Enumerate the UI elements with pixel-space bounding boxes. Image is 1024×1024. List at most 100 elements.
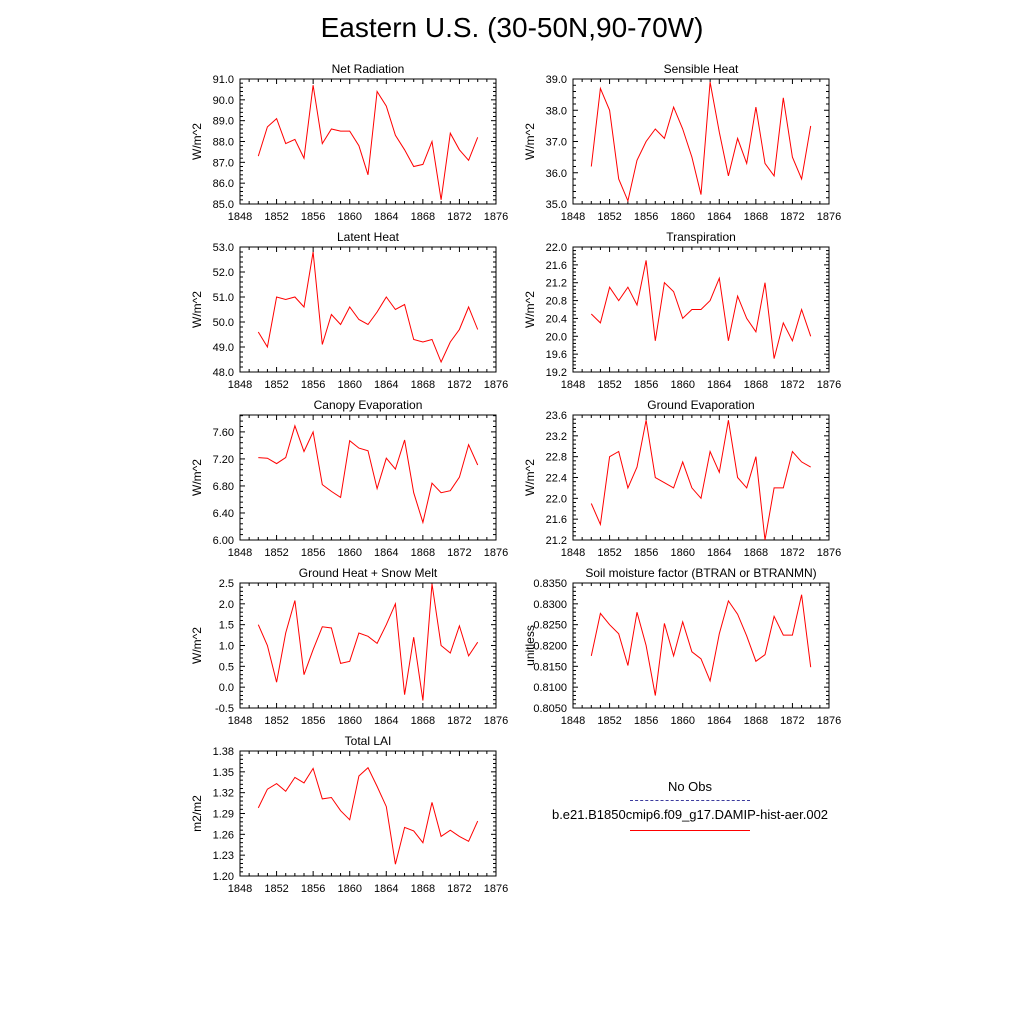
- x-tick-label: 1848: [561, 379, 585, 391]
- y-tick-label: 19.2: [546, 367, 567, 379]
- legend-obs-label: No Obs: [667, 779, 713, 794]
- x-tick-label: 1864: [374, 883, 398, 895]
- x-tick-label: 1868: [744, 211, 768, 223]
- x-tick-label: 1848: [228, 715, 252, 727]
- chart-panel-5: Ground Evaporation W/m^2 1848 1852 1856 1860 1…: [523, 398, 841, 559]
- y-tick-label: 0.8100: [533, 682, 567, 694]
- y-tick-label: 0.8300: [533, 599, 567, 611]
- y-tick-label: 1.26: [213, 829, 234, 841]
- x-tick-label: 1868: [411, 379, 435, 391]
- y-tick-label: 1.20: [213, 871, 234, 883]
- y-tick-label: 49.0: [213, 342, 234, 354]
- x-tick-label: 1864: [707, 715, 731, 727]
- x-tick-label: 1852: [264, 547, 288, 559]
- y-tick-label: 7.20: [213, 454, 234, 466]
- x-tick-label: 1872: [447, 715, 471, 727]
- y-tick-label: 21.6: [546, 514, 567, 526]
- x-tick-label: 1860: [670, 715, 694, 727]
- y-axis-label: W/m^2: [190, 123, 204, 160]
- y-tick-label: 0.8250: [533, 620, 567, 632]
- series-line: [257, 766, 479, 865]
- series-line: [257, 583, 479, 701]
- chart-title: Ground Evaporation: [647, 398, 754, 412]
- x-tick-label: 1864: [374, 211, 398, 223]
- legend-model-line: [630, 830, 750, 831]
- x-tick-label: 1848: [561, 715, 585, 727]
- y-tick-label: 0.8050: [533, 703, 567, 715]
- series-line: [258, 424, 479, 525]
- chart-panel-1: Sensible Heat W/m^2 1848 1852 1856 1860 1864 18…: [523, 62, 841, 223]
- y-tick-label: 1.0: [219, 641, 234, 653]
- y-tick-label: 90.0: [213, 95, 234, 107]
- y-tick-label: 0.5: [219, 661, 234, 673]
- y-tick-label: 2.0: [219, 599, 234, 611]
- y-tick-label: 20.4: [546, 313, 567, 325]
- x-tick-label: 1876: [484, 547, 508, 559]
- chart-panel-2: Latent Heat W/m^2 1848 1852 1856 1860 1864 1868…: [190, 230, 508, 391]
- x-tick-label: 1876: [817, 715, 841, 727]
- x-tick-label: 1860: [337, 715, 361, 727]
- y-tick-label: 20.8: [546, 296, 567, 308]
- x-tick-label: 1864: [707, 211, 731, 223]
- x-tick-label: 1852: [264, 211, 288, 223]
- x-tick-label: 1860: [337, 211, 361, 223]
- y-tick-label: 22.8: [546, 452, 567, 464]
- x-tick-label: 1852: [597, 715, 621, 727]
- x-tick-label: 1856: [301, 547, 325, 559]
- y-tick-label: 21.6: [546, 260, 567, 272]
- chart-panel-3: Transpiration W/m^2 1848 1852 1856 1860 1864 18…: [523, 230, 841, 391]
- y-tick-label: 23.6: [546, 410, 567, 422]
- x-tick-label: 1876: [817, 211, 841, 223]
- y-tick-label: 85.0: [213, 199, 234, 211]
- x-tick-label: 1852: [264, 379, 288, 391]
- plot-frame: [572, 78, 830, 205]
- y-tick-label: 2.5: [219, 578, 234, 590]
- y-tick-label: 52.0: [213, 267, 234, 279]
- y-tick-label: 53.0: [213, 242, 234, 254]
- x-tick-label: 1860: [337, 883, 361, 895]
- plot-frame: [572, 414, 830, 541]
- chart-panel-7: Soil moisture factor (BTRAN or BTRANMN) u…: [523, 566, 841, 727]
- x-tick-label: 1868: [411, 211, 435, 223]
- y-tick-label: 23.2: [546, 431, 567, 443]
- x-tick-label: 1856: [634, 379, 658, 391]
- y-tick-label: 1.35: [213, 767, 234, 779]
- y-tick-label: 21.2: [546, 278, 567, 290]
- plot-frame: [239, 582, 497, 709]
- y-tick-label: 22.0: [546, 242, 567, 254]
- x-tick-label: 1856: [301, 211, 325, 223]
- y-tick-label: 0.8200: [533, 641, 567, 653]
- chart-panel-8: Total LAI m2/m2 1848 1852 1856 1860 1864 1868 18…: [190, 734, 508, 895]
- x-tick-label: 1848: [228, 883, 252, 895]
- chart-title: Latent Heat: [337, 230, 400, 244]
- y-axis-label: W/m^2: [190, 627, 204, 664]
- x-tick-label: 1852: [597, 547, 621, 559]
- chart-panel-4: Canopy Evaporation W/m^2 1848 1852 1856 1860 1…: [190, 398, 508, 559]
- y-tick-label: 6.80: [213, 481, 234, 493]
- y-axis-label: W/m^2: [190, 291, 204, 328]
- y-tick-label: 19.6: [546, 349, 567, 361]
- series-line: [257, 85, 479, 200]
- x-tick-label: 1864: [707, 379, 731, 391]
- y-tick-label: 51.0: [213, 292, 234, 304]
- y-tick-label: 1.38: [213, 746, 234, 758]
- x-tick-label: 1848: [561, 547, 585, 559]
- chart-panel-0: Net Radiation W/m^2 1848 1852 1856 1860 1864 18…: [190, 62, 508, 223]
- x-tick-label: 1848: [228, 379, 252, 391]
- chart-title: Total LAI: [345, 734, 392, 748]
- plot-frame: [239, 750, 497, 877]
- x-tick-label: 1852: [597, 379, 621, 391]
- y-tick-label: 50.0: [213, 317, 234, 329]
- plot-frame: [572, 582, 830, 709]
- plot-frame: [239, 414, 497, 541]
- x-tick-label: 1876: [817, 547, 841, 559]
- y-tick-label: 1.5: [219, 620, 234, 632]
- chart-title: Canopy Evaporation: [314, 398, 423, 412]
- x-tick-label: 1860: [337, 379, 361, 391]
- y-tick-label: 0.8350: [533, 578, 567, 590]
- y-tick-label: 6.00: [213, 535, 234, 547]
- y-tick-label: 0.8150: [533, 661, 567, 673]
- y-tick-label: 20.0: [546, 331, 567, 343]
- x-tick-label: 1868: [411, 547, 435, 559]
